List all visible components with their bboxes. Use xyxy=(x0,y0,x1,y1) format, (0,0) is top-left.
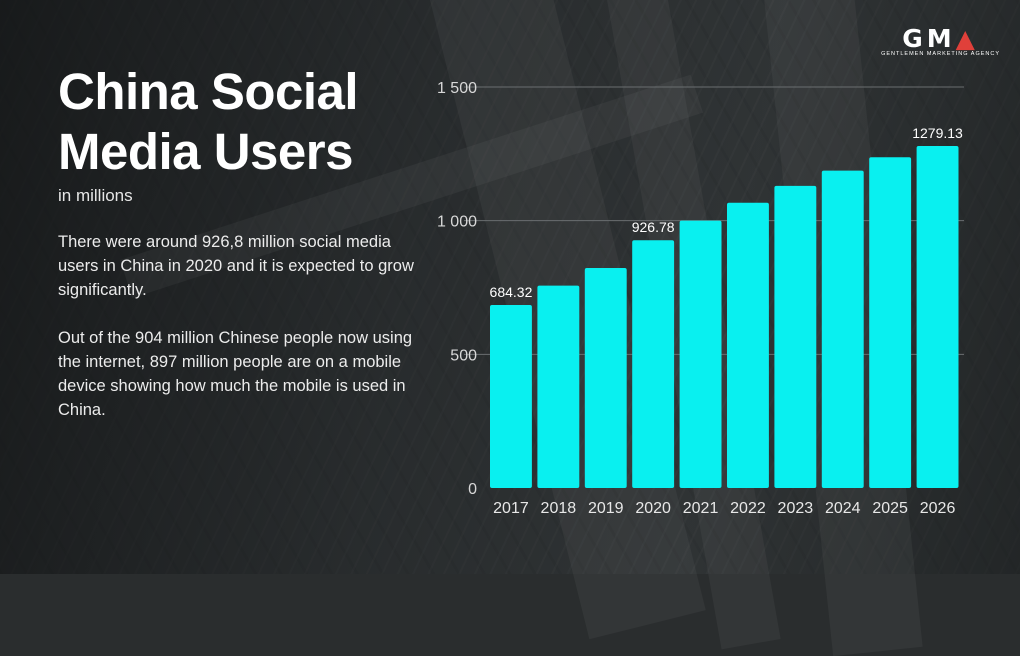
bar xyxy=(916,146,959,489)
bar xyxy=(490,305,532,488)
bar xyxy=(537,285,580,488)
data-label: 1279.13 xyxy=(912,125,963,141)
bar xyxy=(727,202,769,488)
logo-mark: GM▲ xyxy=(902,24,979,53)
data-label: 684.32 xyxy=(490,284,533,300)
gma-logo: GM▲ GENTLEMEN MARKETING AGENCY xyxy=(881,24,1000,57)
x-tick-label: 2019 xyxy=(588,500,624,517)
x-tick-label: 2025 xyxy=(872,500,908,517)
x-tick-label: 2021 xyxy=(683,500,719,517)
x-tick-label: 2022 xyxy=(730,500,766,517)
x-tick-label: 2026 xyxy=(920,500,956,517)
x-tick-label: 2023 xyxy=(778,500,814,517)
bar xyxy=(679,220,722,488)
text-panel: China Social Media Users in millions The… xyxy=(58,62,428,422)
title-line-1: China Social xyxy=(58,63,359,120)
paragraph-2: Out of the 904 million Chinese people no… xyxy=(58,329,413,419)
y-tick-label: 0 xyxy=(468,481,477,498)
x-tick-label: 2020 xyxy=(635,500,671,517)
title-line-2: Media Users xyxy=(58,123,353,180)
bar xyxy=(774,185,817,488)
bar xyxy=(632,240,675,488)
x-tick-label: 2017 xyxy=(493,500,529,517)
bar xyxy=(821,170,864,488)
y-tick-label: 500 xyxy=(450,347,477,364)
y-tick-label: 1 000 xyxy=(437,214,477,231)
paragraph-1: There were around 926,8 million social m… xyxy=(58,233,414,299)
bar xyxy=(869,157,912,489)
bar xyxy=(584,267,627,488)
y-tick-label: 1 500 xyxy=(437,80,477,97)
page-title: China Social Media Users xyxy=(58,62,428,182)
units-subtitle: in millions xyxy=(58,186,133,205)
bar-chart: 0 500 1 000 1 500 2017 684.32 2018 2019 2020 926.… xyxy=(437,80,964,517)
logo-subtitle: GENTLEMEN MARKETING AGENCY xyxy=(881,51,1000,57)
x-tick-label: 2018 xyxy=(541,500,577,517)
data-label: 926.78 xyxy=(632,219,675,235)
x-tick-label: 2024 xyxy=(825,500,861,517)
